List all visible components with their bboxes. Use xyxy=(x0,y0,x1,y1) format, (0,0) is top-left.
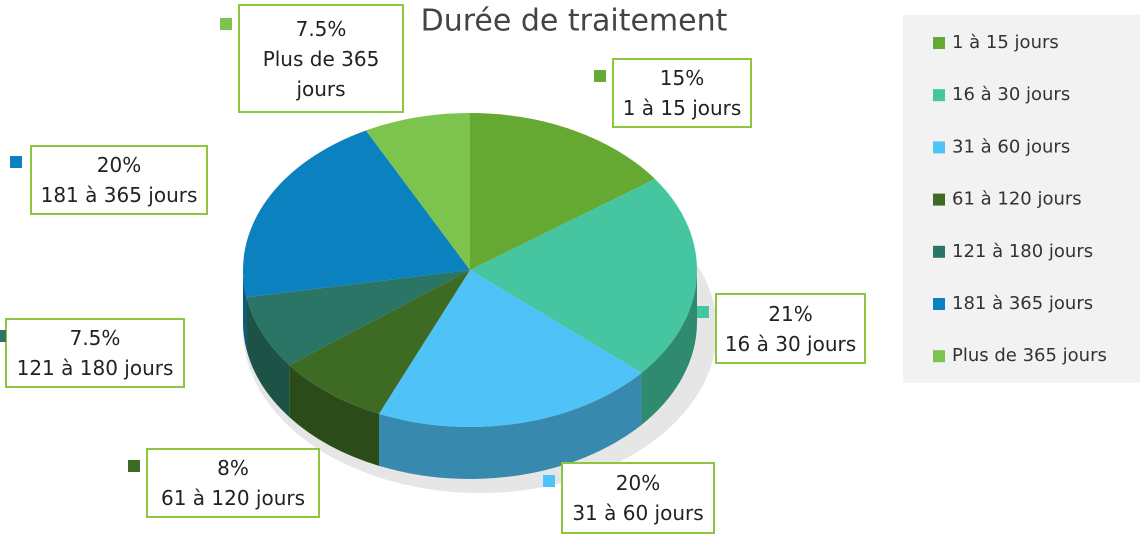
legend-swatch xyxy=(933,350,945,363)
slice-side xyxy=(289,365,379,466)
legend-swatch xyxy=(933,141,945,154)
legend-label: 121 à 180 jours xyxy=(952,241,1093,262)
data-label-category: 181 à 365 jours xyxy=(40,183,198,207)
data-label-category: 1 à 15 jours xyxy=(622,96,742,120)
data-label: 20% 181 à 365 jours xyxy=(30,145,208,215)
legend-swatch xyxy=(933,245,945,258)
legend-label: 181 à 365 jours xyxy=(952,293,1093,314)
slice xyxy=(470,178,697,373)
data-label-marker xyxy=(594,70,606,82)
legend-label: 1 à 15 jours xyxy=(952,32,1059,53)
slice xyxy=(365,113,470,270)
slice-side xyxy=(246,297,290,418)
slice-side xyxy=(243,270,247,350)
data-label: 8% 61 à 120 jours xyxy=(146,448,320,518)
data-label-marker xyxy=(0,330,6,342)
chart-title: Durée de traitement xyxy=(421,4,728,39)
data-label-category: 61 à 120 jours xyxy=(160,486,306,510)
data-label-value: 20% xyxy=(96,153,142,177)
slice xyxy=(246,270,470,366)
data-label-value: 8% xyxy=(217,456,249,480)
data-label-marker xyxy=(543,475,555,487)
data-label-category: Plus de 365 jours xyxy=(262,46,380,101)
slice xyxy=(470,113,655,270)
data-label-value: 20% xyxy=(615,471,661,495)
legend-label: 16 à 30 jours xyxy=(952,84,1070,105)
legend-swatch xyxy=(933,89,945,102)
data-label-value: 7.5% xyxy=(69,326,121,350)
data-label-category: 121 à 180 jours xyxy=(16,356,174,380)
data-label: 20% 31 à 60 jours xyxy=(561,462,715,534)
data-label-marker xyxy=(10,156,22,168)
data-label-marker xyxy=(697,306,709,318)
legend-swatch xyxy=(933,37,945,49)
slice-side xyxy=(378,372,642,480)
data-label-category: 16 à 30 jours xyxy=(724,331,857,356)
data-label: 15% 1 à 15 jours xyxy=(612,58,752,128)
legend-label: 31 à 60 jours xyxy=(952,136,1070,157)
legend-swatch xyxy=(933,193,945,206)
data-label-value: 7.5% xyxy=(295,16,347,41)
legend-swatch xyxy=(933,298,945,310)
data-label: 7.5% 121 à 180 jours xyxy=(5,318,185,388)
data-label-value: 15% xyxy=(659,66,705,90)
data-label: 7.5% Plus de 365 jours xyxy=(238,4,404,113)
legend-label: Plus de 365 jours xyxy=(952,345,1107,366)
slice xyxy=(242,130,470,298)
data-label-marker xyxy=(220,18,232,30)
data-label: 21% 16 à 30 jours xyxy=(715,293,866,364)
legend-label: 61 à 120 jours xyxy=(952,189,1082,210)
data-label-category: 31 à 60 jours xyxy=(572,501,704,525)
slice-side xyxy=(641,270,697,425)
data-label-marker xyxy=(128,460,140,472)
slice xyxy=(289,270,470,414)
slice xyxy=(378,270,642,428)
data-label-value: 21% xyxy=(768,301,813,326)
